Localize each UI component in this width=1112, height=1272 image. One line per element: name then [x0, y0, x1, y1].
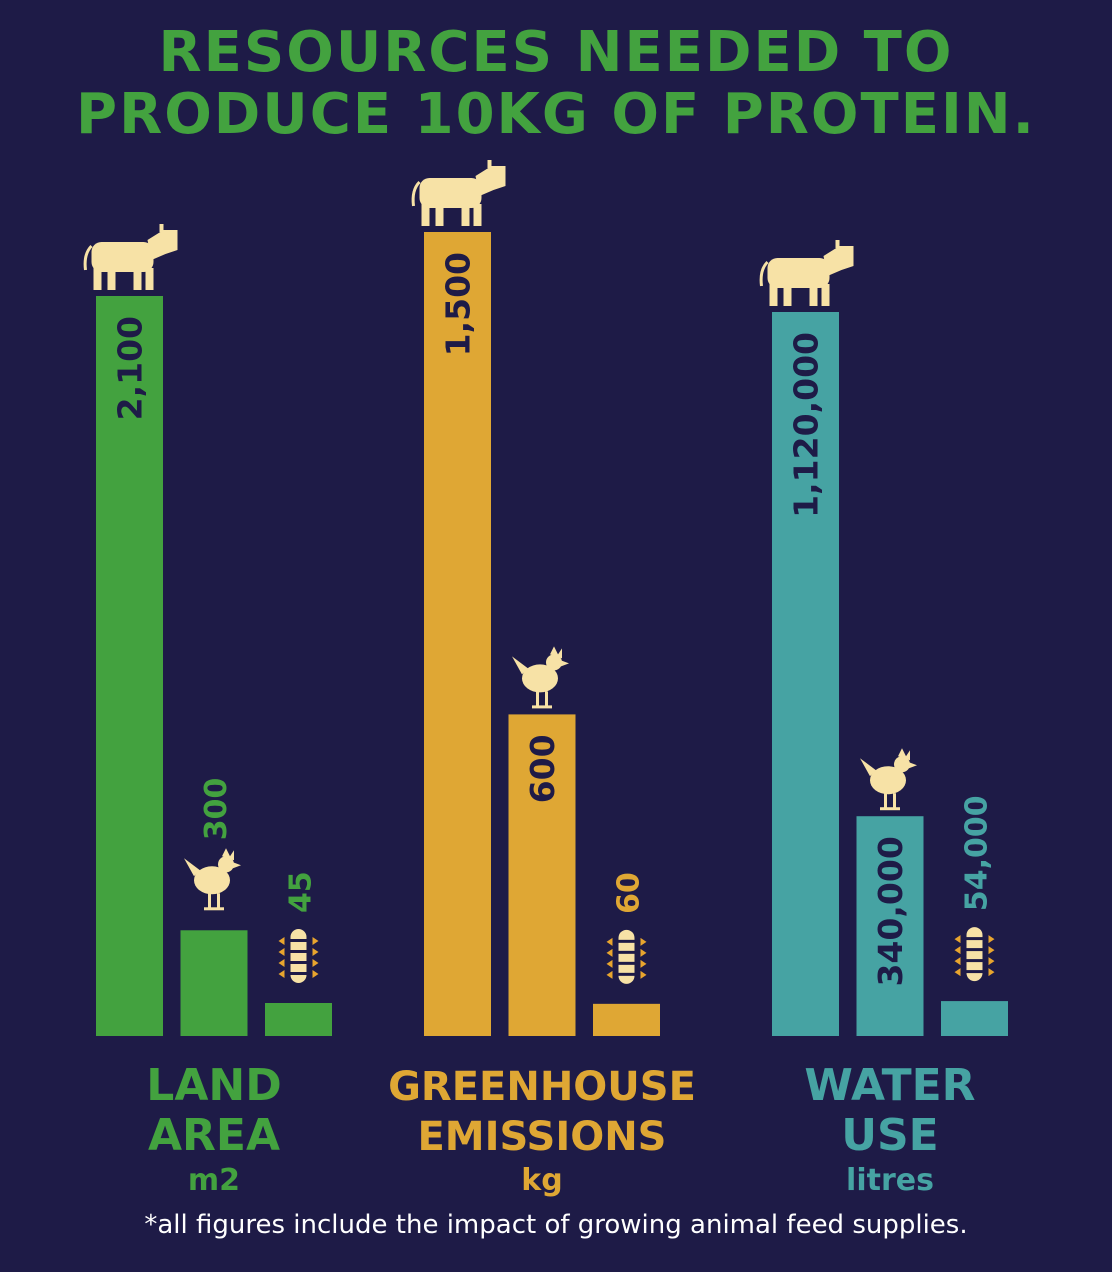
chicken-icon [184, 848, 241, 911]
bar-insects [941, 1001, 1008, 1036]
group-label-line: WATER [804, 1060, 975, 1111]
value-label: 60 [612, 872, 647, 914]
value-label: 1,500 [439, 252, 478, 356]
bar-chicken [856, 816, 924, 1036]
value-label: 1,120,000 [787, 332, 826, 518]
value-label: 340,000 [871, 836, 910, 986]
value-label: 45 [284, 871, 319, 913]
chicken-icon [860, 748, 917, 811]
insect-icon [606, 929, 647, 984]
group-label-line: USE [841, 1110, 938, 1161]
footnote: *all figures include the impact of growi… [144, 1210, 968, 1240]
chicken-icon [512, 646, 569, 709]
group-label-line: LAND [146, 1060, 281, 1111]
bar-chicken [180, 930, 248, 1036]
title-line-2: PRODUCE 10KG OF PROTEIN. [76, 82, 1036, 147]
bar-beef [772, 312, 839, 1036]
value-label: 300 [199, 778, 234, 841]
group-unit-label: m2 [188, 1163, 240, 1198]
group-label-line: GREENHOUSE [388, 1064, 696, 1110]
value-label: 2,100 [111, 316, 150, 420]
bar-chicken [508, 714, 576, 1036]
bar-insects [593, 1003, 660, 1036]
value-label: 600 [523, 734, 562, 803]
cow-icon [759, 240, 854, 306]
bar-beef [424, 232, 491, 1036]
group-label-line: AREA [148, 1110, 280, 1161]
insect-icon [278, 929, 319, 983]
bar-beef [96, 296, 163, 1036]
bar-insects [265, 1003, 332, 1036]
title-line-1: RESOURCES NEEDED TO [158, 20, 954, 85]
group-unit-label: litres [846, 1163, 934, 1198]
cow-icon [83, 224, 178, 290]
insect-icon [954, 927, 995, 982]
group-unit-label: kg [521, 1163, 562, 1198]
cow-icon [411, 160, 506, 226]
chart-title: RESOURCES NEEDED TO PRODUCE 10KG OF PROT… [0, 22, 1112, 146]
group-label-line: EMISSIONS [417, 1114, 666, 1160]
value-label: 54,000 [960, 795, 995, 911]
